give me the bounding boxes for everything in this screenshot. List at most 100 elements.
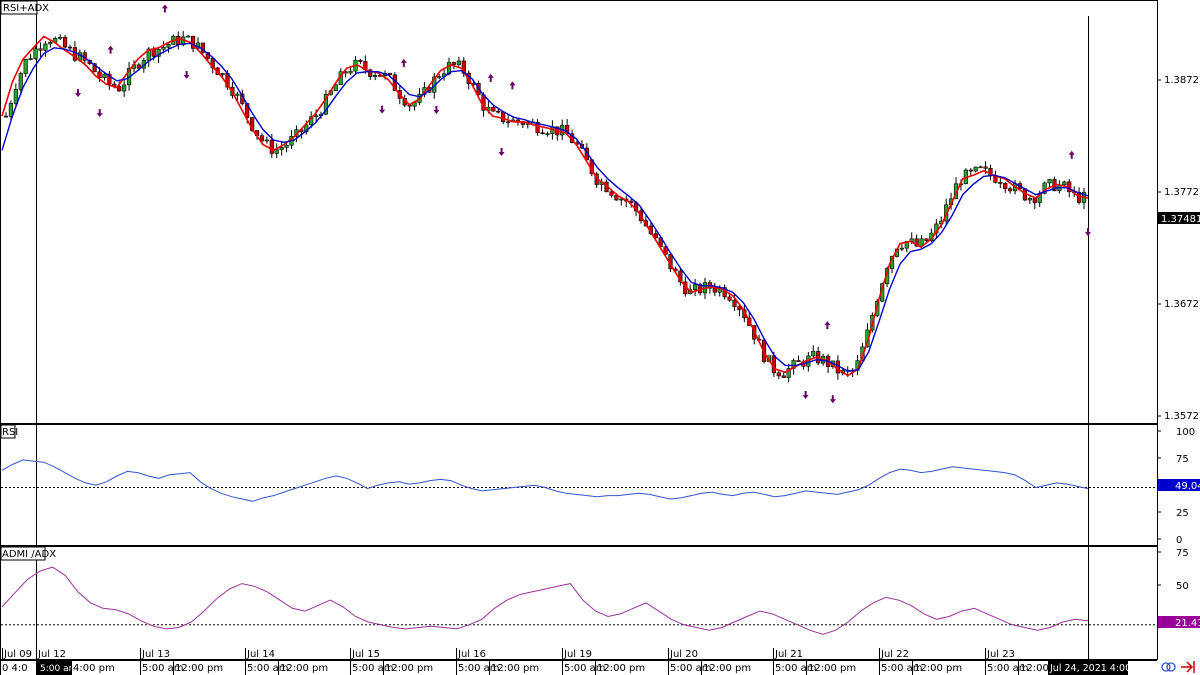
x-highlight-box [36, 661, 72, 675]
candle-body [451, 62, 457, 65]
candle [712, 282, 717, 297]
candle-body [732, 299, 737, 307]
candle [968, 168, 973, 176]
price-y-label: 1.38727 [1164, 75, 1200, 86]
arrow-right-icon[interactable] [1181, 661, 1195, 673]
ma-slow-line [1, 35, 1089, 377]
x-time-label: 5:00 am [40, 664, 77, 674]
candle-body [58, 36, 63, 39]
candle-body [796, 360, 801, 362]
candle [924, 238, 929, 242]
current-time-label: Jul 24, 2021 4:00 am [1049, 663, 1149, 674]
candle [373, 72, 378, 81]
candle-body [653, 233, 658, 239]
candle [166, 43, 171, 53]
candle-body [924, 238, 929, 242]
candle [993, 170, 998, 184]
adx-y-label: 50 [1176, 581, 1189, 592]
candle-body [166, 44, 171, 48]
rsi-panel-frame [0, 424, 1158, 546]
x-time-label: 5:00 am [670, 663, 712, 674]
ma-fast-line [1, 42, 1089, 372]
candle-body [348, 70, 353, 74]
current-price-value: 1.37481 [1161, 214, 1200, 225]
candle-body [13, 89, 18, 104]
up-arrow-icon [1068, 150, 1075, 159]
candle-body [663, 246, 668, 255]
adx-plot [1, 566, 1157, 635]
candle [998, 176, 1003, 189]
candle [811, 345, 816, 358]
candlesticks [3, 30, 1087, 383]
candle-body [117, 86, 122, 92]
candle [1003, 182, 1008, 193]
price-panel-title: RSI+ADX [3, 3, 49, 14]
candle [279, 140, 284, 156]
candle-body [1032, 198, 1037, 203]
adx-line [1, 566, 1089, 635]
x-time-label: 5:00 am [352, 663, 394, 674]
candle-body [274, 149, 279, 154]
x-time-label: 5:00 am [564, 663, 606, 674]
down-arrow-icon [802, 391, 809, 400]
x-day-label: Jul 20 [669, 649, 698, 660]
x-time-label: 5:00 am [987, 663, 1029, 674]
candle [540, 128, 545, 135]
candle-body [269, 139, 274, 154]
x-time-label: 0 4:0 [2, 663, 28, 674]
candle-body [264, 139, 269, 142]
candle-body [33, 48, 38, 59]
candle [1008, 186, 1013, 194]
candle [358, 59, 363, 64]
candle-body [1062, 181, 1067, 186]
candle-body [48, 41, 53, 45]
down-arrow-icon [379, 105, 386, 114]
candle-body [781, 375, 786, 378]
x-time-label: 5:00 am [142, 663, 184, 674]
candle [732, 293, 737, 311]
x-day-label: Jul 21 [774, 649, 803, 660]
candle [535, 119, 540, 136]
rsi-y-label: 0 [1176, 535, 1182, 546]
candle-body [540, 132, 545, 135]
y-axes: 1.38727 1.37727 1.36727 1.35727 100 75 25 0 75 50 [1157, 75, 1200, 592]
candle [737, 304, 742, 317]
candle [899, 244, 904, 252]
candle-body [18, 73, 23, 90]
link-icon[interactable] [1161, 662, 1176, 672]
candle [3, 112, 9, 118]
candle-body [38, 48, 43, 51]
up-arrow-icon [400, 58, 407, 67]
candle-body [899, 247, 904, 250]
moving-average-lines [1, 35, 1089, 377]
candle [973, 166, 978, 173]
candle-body [968, 169, 973, 172]
rsi-panel-label: RSI [0, 424, 18, 439]
candle [8, 100, 14, 120]
candle-body [1003, 183, 1008, 190]
candle-body [860, 346, 865, 361]
x-day-label: Jul 23 [986, 649, 1015, 660]
up-arrow-icon [824, 321, 831, 330]
candle [67, 44, 73, 50]
candle-body [491, 107, 496, 112]
signal-arrows [75, 4, 1091, 404]
rsi-y-label: 75 [1176, 454, 1189, 465]
price-y-label: 1.37727 [1164, 187, 1200, 198]
x-axis: Jul 09 Jul 12 Jul 13 Jul 14 Jul 15 Jul 16 Jul … [0, 648, 1157, 675]
candle-body [259, 135, 265, 142]
x-day-label: Jul 14 [246, 649, 275, 660]
candle-body [983, 166, 988, 169]
x-time-label: 12:00 pm [280, 663, 328, 674]
adx-current-value: 21.41 [1175, 618, 1200, 629]
candle [122, 79, 127, 97]
candle [33, 45, 38, 60]
rsi-y-label: 100 [1176, 427, 1195, 438]
candle-body [304, 124, 309, 133]
x-day-label: Jul 12 [37, 649, 66, 660]
rsi-value-box: 49.04 [1158, 479, 1200, 492]
x-time-label: 12:00 pm [914, 663, 962, 674]
current-price-box: 1.37481 [1158, 212, 1200, 225]
candle [186, 35, 191, 38]
rsi-y-label: 25 [1176, 508, 1189, 519]
